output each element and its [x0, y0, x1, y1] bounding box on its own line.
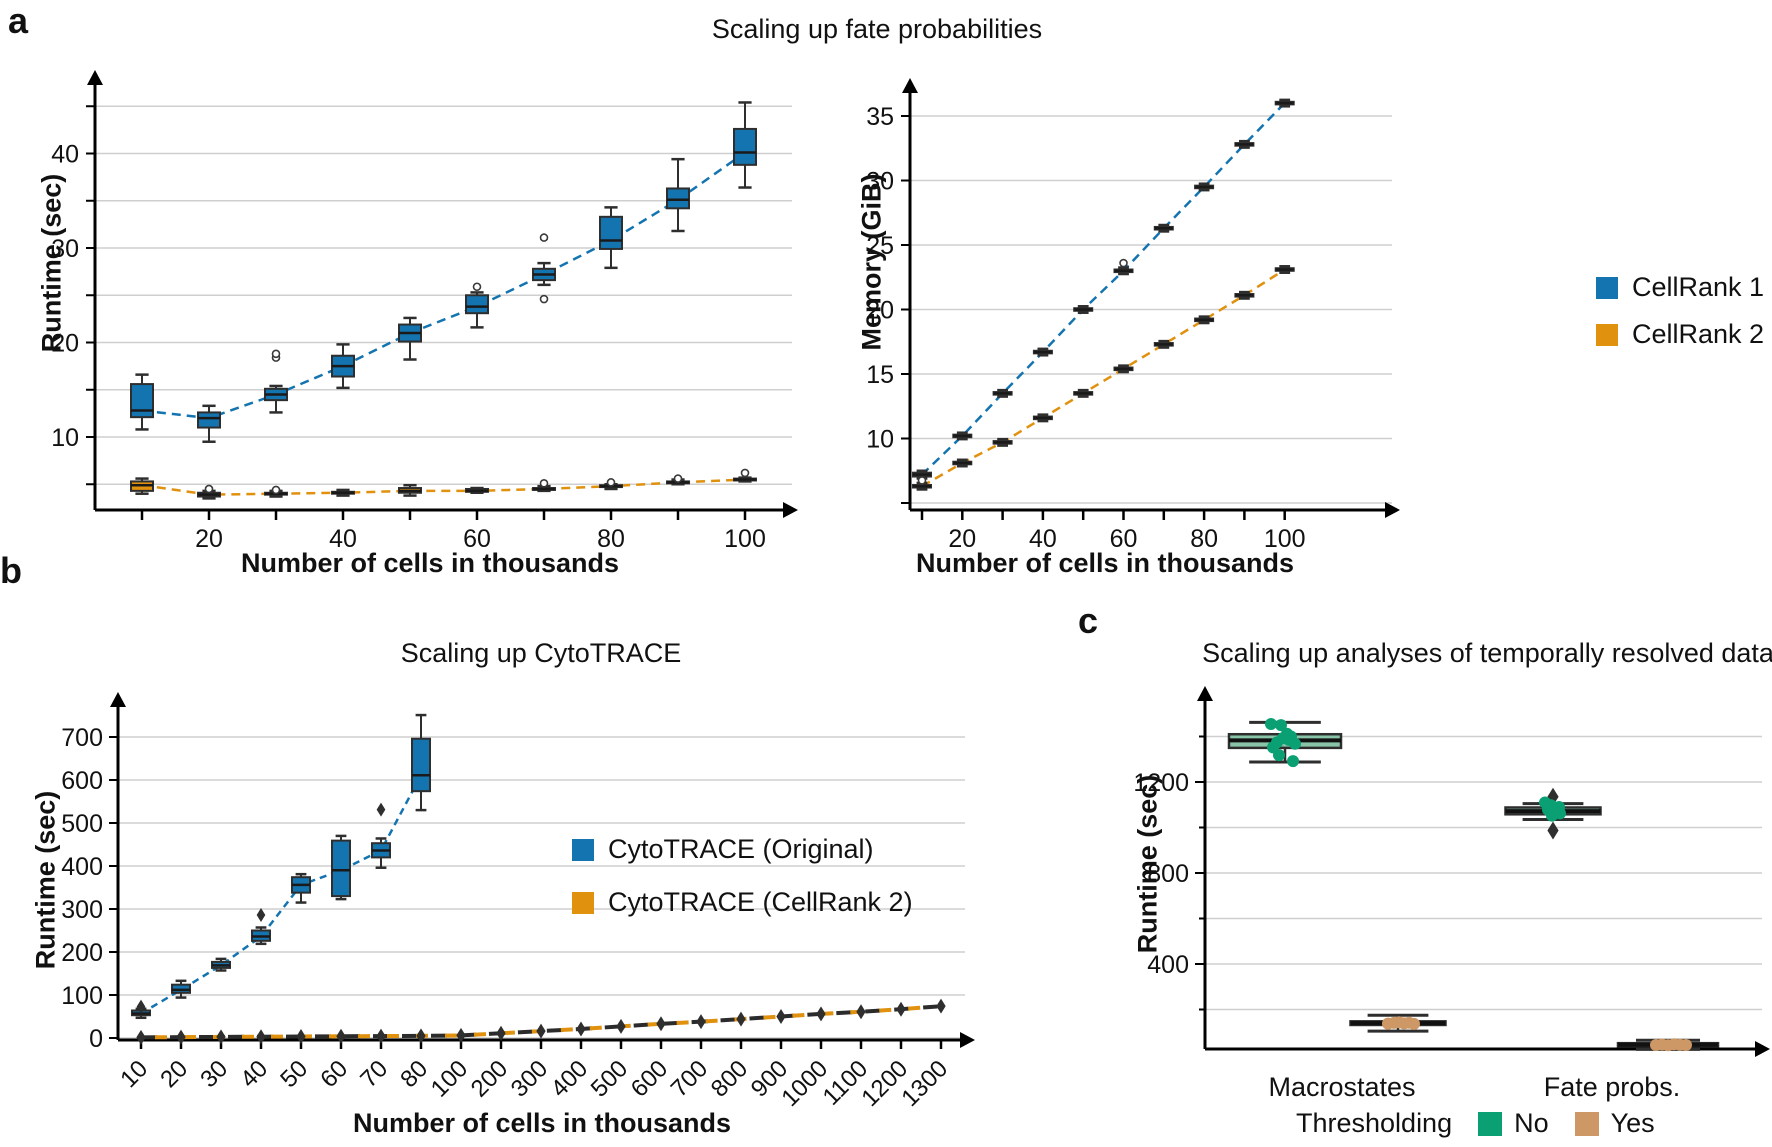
- svg-text:800: 800: [1147, 860, 1189, 888]
- c-category-fate-probs: Fate probs.: [1543, 1072, 1681, 1102]
- legend-item-no: No: [1478, 1108, 1549, 1139]
- svg-text:100: 100: [1264, 525, 1306, 553]
- panel-a-letter: a: [8, 0, 29, 41]
- legend-item-cytotrace-original: CytoTRACE (Original): [572, 834, 913, 865]
- svg-text:60: 60: [463, 525, 491, 553]
- c-category-macrostates: Macrostates: [1268, 1072, 1416, 1102]
- svg-text:70: 70: [355, 1055, 393, 1093]
- svg-text:100: 100: [426, 1055, 473, 1102]
- svg-text:700: 700: [61, 724, 103, 752]
- svg-text:100: 100: [61, 982, 103, 1010]
- legend-label: Yes: [1610, 1108, 1655, 1138]
- panel-c-legend: Thresholding No Yes: [1296, 1108, 1655, 1139]
- panel-b-title: Scaling up CytoTRACE: [400, 638, 682, 668]
- legend-label: CellRank 1: [1632, 272, 1765, 302]
- svg-text:300: 300: [61, 896, 103, 924]
- c-runtime-ylabel: Runtime (sec): [1132, 774, 1163, 954]
- svg-text:20: 20: [51, 330, 79, 358]
- svg-text:10: 10: [51, 424, 79, 452]
- svg-text:800: 800: [706, 1055, 753, 1102]
- svg-text:0: 0: [89, 1025, 103, 1053]
- svg-text:10: 10: [866, 426, 894, 454]
- svg-text:300: 300: [506, 1055, 553, 1102]
- cytotrace-cellrank2-swatch-icon: [572, 891, 594, 914]
- legend-item-cytotrace-cellrank2: CytoTRACE (CellRank 2): [572, 887, 913, 918]
- svg-text:30: 30: [866, 168, 894, 196]
- svg-text:15: 15: [866, 361, 894, 389]
- svg-text:60: 60: [1110, 525, 1138, 553]
- panel-b-letter: b: [0, 550, 22, 591]
- cellrank1-swatch-icon: [1596, 276, 1618, 299]
- svg-text:600: 600: [61, 767, 103, 795]
- svg-text:400: 400: [546, 1055, 593, 1102]
- legend-item-cellrank1: CellRank 1: [1596, 272, 1764, 303]
- svg-text:100: 100: [724, 525, 766, 553]
- legend-label: No: [1514, 1108, 1549, 1138]
- svg-text:40: 40: [51, 141, 79, 169]
- svg-text:20: 20: [866, 297, 894, 325]
- legend-label: CytoTRACE (CellRank 2): [608, 887, 913, 917]
- no-swatch-icon: [1478, 1111, 1503, 1136]
- svg-text:20: 20: [195, 525, 223, 553]
- svg-text:400: 400: [61, 853, 103, 881]
- b-xlabel: Number of cells in thousands: [352, 1108, 732, 1138]
- a-memory-xlabel: Number of cells in thousands: [915, 548, 1295, 578]
- svg-text:30: 30: [195, 1055, 233, 1093]
- cellrank2-swatch-icon: [1596, 323, 1618, 346]
- a-runtime-xlabel: Number of cells in thousands: [240, 548, 620, 578]
- svg-text:80: 80: [1190, 525, 1218, 553]
- panel-b-legend: CytoTRACE (Original) CytoTRACE (CellRank…: [572, 834, 913, 918]
- svg-text:60: 60: [315, 1055, 353, 1093]
- svg-text:1300: 1300: [896, 1055, 953, 1112]
- svg-text:40: 40: [329, 525, 357, 553]
- svg-text:80: 80: [597, 525, 625, 553]
- svg-text:10: 10: [115, 1055, 153, 1093]
- svg-text:35: 35: [866, 103, 894, 131]
- svg-text:40: 40: [1029, 525, 1057, 553]
- svg-text:80: 80: [395, 1055, 433, 1093]
- svg-text:30: 30: [51, 235, 79, 263]
- svg-text:1200: 1200: [1133, 769, 1189, 797]
- a-memory-ylabel: Memory (GiB): [856, 173, 887, 351]
- svg-text:700: 700: [666, 1055, 713, 1102]
- legend-item-yes: Yes: [1574, 1108, 1655, 1139]
- svg-text:20: 20: [948, 525, 976, 553]
- svg-text:400: 400: [1147, 951, 1189, 979]
- svg-text:500: 500: [586, 1055, 633, 1102]
- svg-text:50: 50: [275, 1055, 313, 1093]
- svg-text:200: 200: [61, 939, 103, 967]
- panel-a-legend: CellRank 1 CellRank 2: [1596, 272, 1764, 350]
- legend-item-cellrank2: CellRank 2: [1596, 319, 1764, 350]
- panel-a-title: Scaling up fate probabilities: [711, 14, 1043, 44]
- b-runtime-ylabel: Runtime (sec): [30, 790, 61, 970]
- svg-text:20: 20: [155, 1055, 193, 1093]
- cytotrace-original-swatch-icon: [572, 838, 594, 861]
- svg-text:200: 200: [466, 1055, 513, 1102]
- svg-text:40: 40: [235, 1055, 273, 1093]
- svg-text:25: 25: [866, 232, 894, 260]
- yes-swatch-icon: [1574, 1111, 1599, 1136]
- legend-label: CellRank 2: [1632, 319, 1765, 349]
- a-runtime-ylabel: Runtime (sec): [36, 173, 67, 353]
- panel-c-title: Scaling up analyses of temporally resolv…: [1202, 638, 1772, 668]
- svg-text:600: 600: [626, 1055, 673, 1102]
- svg-text:500: 500: [61, 810, 103, 838]
- legend-label: CytoTRACE (Original): [608, 834, 874, 864]
- thresholding-legend-title: Thresholding: [1296, 1108, 1453, 1138]
- panel-c-letter: c: [1078, 600, 1099, 641]
